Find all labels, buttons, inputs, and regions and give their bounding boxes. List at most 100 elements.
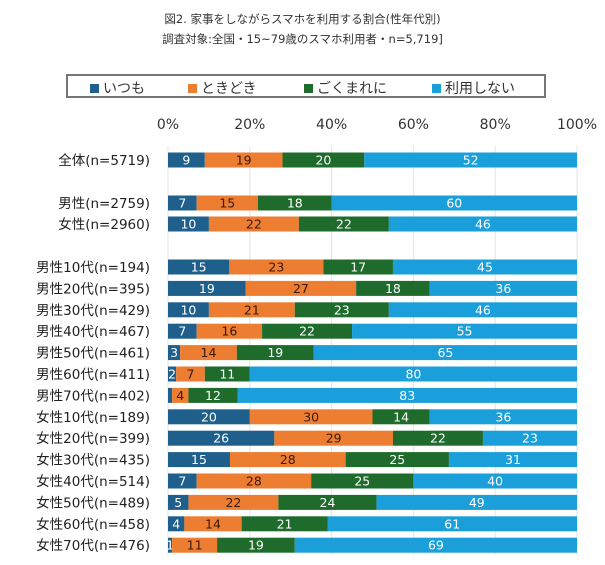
bar-segment <box>249 409 373 425</box>
data-label: 65 <box>437 345 453 360</box>
data-label: 36 <box>495 409 511 424</box>
legend-item-riyoshinai: 利用しない <box>432 78 515 98</box>
data-label: 15 <box>191 260 207 275</box>
category-label: 男性70代(n=402) <box>36 388 150 404</box>
data-label: 83 <box>399 388 415 403</box>
data-label: 14 <box>205 516 221 531</box>
bar-segment <box>392 430 483 446</box>
data-label: 52 <box>463 153 479 168</box>
bar-segment <box>356 280 430 296</box>
bar-segment <box>262 323 353 339</box>
data-label: 23 <box>268 260 284 275</box>
bar-segment <box>331 195 577 211</box>
data-label: 61 <box>444 516 460 531</box>
category-label: 女性50代(n=489) <box>36 494 150 511</box>
bar-segment <box>172 537 218 553</box>
data-label: 16 <box>221 324 237 339</box>
data-label: 31 <box>505 452 521 467</box>
bar-segment <box>196 195 258 211</box>
x-tick-label: 100% <box>557 117 597 133</box>
bar-segment <box>413 473 577 489</box>
data-label: 69 <box>428 538 444 553</box>
legend: いつも ときどき ごくまれに 利用しない <box>66 74 546 98</box>
bar-segment <box>168 152 205 168</box>
data-label: 27 <box>293 281 309 296</box>
data-label: 19 <box>199 281 215 296</box>
category-label: 男性(n=2759) <box>58 196 150 212</box>
legend-swatch <box>304 83 313 93</box>
bar-segment <box>364 152 577 168</box>
bar-segment <box>249 366 578 382</box>
bar-segment <box>204 366 250 382</box>
legend-item-gokumareni: ごくまれに <box>304 78 387 98</box>
legend-swatch <box>90 83 99 93</box>
data-label: 28 <box>280 452 296 467</box>
chart-subtitle: 調査対象:全国・15~79歳のスマホ利用者・n=5,719] <box>162 32 443 46</box>
category-label: 女性60代(n=458) <box>36 516 150 533</box>
data-label: 20 <box>315 153 331 168</box>
data-label: 7 <box>187 367 195 382</box>
legend-label: 利用しない <box>445 81 515 97</box>
data-label: 30 <box>303 409 319 424</box>
data-label: 80 <box>405 367 421 382</box>
chart-title: 図2. 家事をしながらスマホを利用する割合(性年代別) <box>164 12 441 26</box>
category-label: 全体(n=5719) <box>58 152 150 169</box>
bar-segment <box>429 280 577 296</box>
bar-segment <box>282 152 365 168</box>
category-label: 男性50代(n=461) <box>36 346 150 362</box>
legend-label: いつも <box>103 81 145 97</box>
bar-segment <box>176 366 205 382</box>
bar-segment <box>388 302 577 318</box>
data-label: 10 <box>180 302 196 317</box>
data-label: 55 <box>457 324 473 339</box>
data-label: 25 <box>354 474 370 489</box>
data-label: 15 <box>191 452 207 467</box>
data-label: 7 <box>178 474 186 489</box>
data-label: 17 <box>350 260 366 275</box>
category-label: 男性40代(n=467) <box>36 324 150 340</box>
category-label: 男性30代(n=429) <box>36 303 150 319</box>
bar-segment <box>327 516 577 532</box>
category-label: 男性20代(n=395) <box>36 281 150 297</box>
category-label: 女性40代(n=514) <box>36 473 150 490</box>
data-label: 14 <box>201 345 217 360</box>
bar-segment <box>196 323 263 339</box>
data-label: 24 <box>320 495 336 510</box>
data-label: 18 <box>385 281 401 296</box>
bar-segment <box>294 302 389 318</box>
bar-segment <box>168 430 275 446</box>
data-label: 46 <box>475 217 491 232</box>
data-label: 28 <box>246 474 262 489</box>
bar-segment <box>208 216 299 232</box>
data-label: 46 <box>475 302 491 317</box>
x-tick-label: 20% <box>234 117 265 133</box>
bar-segment <box>294 537 577 553</box>
bar-segment <box>448 452 577 468</box>
bar-segment <box>323 259 393 275</box>
data-label: 22 <box>430 431 446 446</box>
bar-segment <box>168 366 177 382</box>
bar-segment <box>196 473 312 489</box>
bar-segment <box>168 516 185 532</box>
data-label: 40 <box>487 474 503 489</box>
x-tick-label: 60% <box>398 117 429 133</box>
category-label: 男性10代(n=194) <box>36 260 150 276</box>
bar-segment <box>204 152 283 168</box>
data-label: 18 <box>287 196 303 211</box>
x-tick-label: 0% <box>157 117 179 133</box>
data-label: 14 <box>393 409 409 424</box>
data-label: 21 <box>244 302 260 317</box>
data-label: 23 <box>522 431 538 446</box>
data-label: 7 <box>178 324 186 339</box>
legend-label: ごくまれに <box>317 81 387 97</box>
bar-segment <box>352 323 577 339</box>
bar-segment <box>388 216 577 232</box>
data-label: 22 <box>299 324 315 339</box>
data-label: 36 <box>495 281 511 296</box>
bar-segment <box>168 345 181 361</box>
bar-segment <box>184 516 242 532</box>
category-label: 女性30代(n=435) <box>36 452 150 469</box>
bar-segment <box>313 345 577 361</box>
bar-segment <box>168 473 197 489</box>
legend-item-tokidoki: ときどき <box>188 78 257 98</box>
